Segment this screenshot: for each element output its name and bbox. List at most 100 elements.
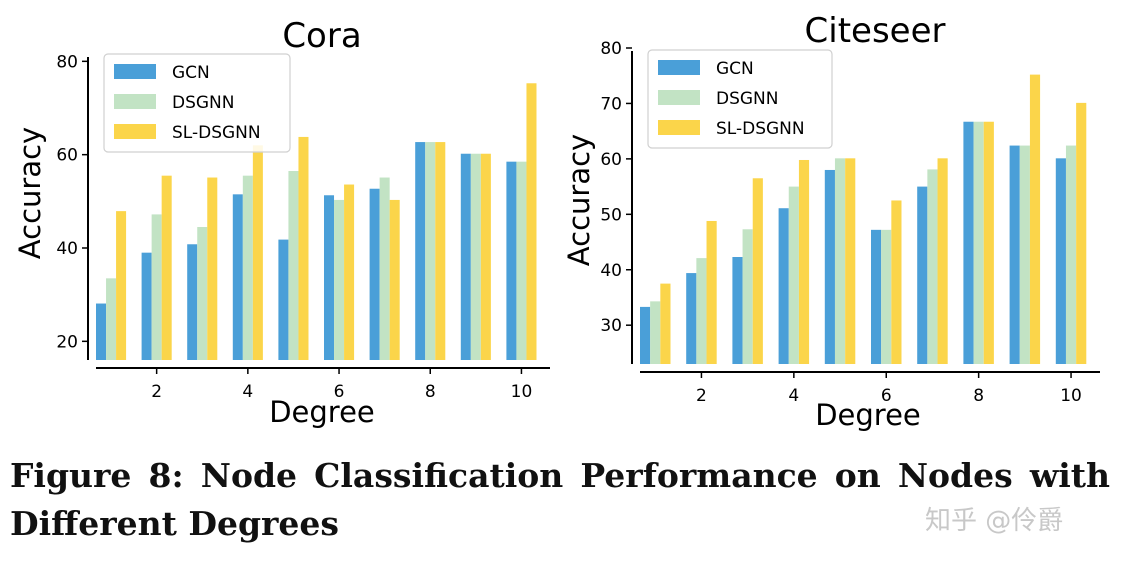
bar-sl-dsgnn-degree-5 bbox=[298, 136, 309, 360]
bar-gcn-degree-8 bbox=[963, 121, 974, 364]
cora-chart: 20 40 60 80 2 4 6 8 10 Cora Degree Accuracy GCN DSGNN… bbox=[13, 16, 550, 429]
bar-dsgnn-degree-6 bbox=[881, 229, 892, 364]
bar-sl-dsgnn-degree-7 bbox=[937, 158, 948, 364]
x-tick-label: 4 bbox=[242, 382, 253, 402]
bar-dsgnn-degree-3 bbox=[197, 227, 208, 360]
bar-dsgnn-degree-4 bbox=[242, 175, 253, 360]
bar-sl-dsgnn-degree-6 bbox=[891, 200, 902, 364]
legend-label-dsgnn: DSGNN bbox=[716, 89, 779, 109]
bar-sl-dsgnn-degree-7 bbox=[389, 199, 400, 360]
bar-gcn-degree-8 bbox=[415, 142, 426, 360]
bar-gcn-degree-10 bbox=[1055, 158, 1066, 364]
bar-gcn-degree-2 bbox=[686, 273, 697, 364]
legend-label-sl-dsgnn: SL-DSGNN bbox=[716, 119, 805, 139]
legend-swatch-gcn bbox=[114, 64, 156, 79]
legend-label-sl-dsgnn: SL-DSGNN bbox=[172, 123, 261, 143]
x-tick-label: 10 bbox=[1060, 386, 1082, 406]
bar-dsgnn-degree-1 bbox=[650, 301, 661, 364]
bar-sl-dsgnn-degree-3 bbox=[207, 177, 218, 360]
bar-gcn-degree-5 bbox=[824, 169, 835, 364]
y-tick-label: 30 bbox=[600, 316, 622, 336]
y-tick-label: 50 bbox=[600, 205, 622, 225]
bar-dsgnn-degree-2 bbox=[151, 214, 162, 360]
x-axis-label: Degree bbox=[269, 395, 375, 429]
bar-sl-dsgnn-degree-1 bbox=[660, 283, 671, 364]
bar-gcn-degree-5 bbox=[278, 239, 289, 360]
bar-sl-dsgnn-degree-10 bbox=[1076, 102, 1087, 364]
y-tick-label: 40 bbox=[600, 261, 622, 281]
bar-sl-dsgnn-degree-3 bbox=[752, 178, 763, 364]
figure-caption: Figure 8: Node Classification Performanc… bbox=[10, 456, 1110, 543]
legend-swatch-sl-dsgnn bbox=[658, 120, 700, 135]
bar-dsgnn-degree-8 bbox=[973, 121, 984, 364]
legend-swatch-gcn bbox=[658, 60, 700, 75]
bar-sl-dsgnn-degree-8 bbox=[435, 142, 446, 360]
bar-dsgnn-degree-5 bbox=[288, 171, 299, 360]
bar-dsgnn-degree-7 bbox=[927, 169, 938, 364]
y-tick-label: 80 bbox=[56, 52, 78, 72]
bar-gcn-degree-10 bbox=[506, 161, 517, 360]
bar-sl-dsgnn-degree-8 bbox=[983, 121, 994, 364]
chart-title: Citeseer bbox=[805, 11, 946, 51]
bar-gcn-degree-3 bbox=[187, 244, 198, 360]
y-tick-label: 20 bbox=[56, 332, 78, 352]
bar-dsgnn-degree-9 bbox=[1019, 145, 1030, 364]
citeseer-chart: 30 40 50 60 70 80 2 4 6 8 10 Citeseer Degree Accuracy… bbox=[562, 11, 1100, 432]
y-tick-label: 80 bbox=[600, 39, 622, 59]
bar-sl-dsgnn-degree-2 bbox=[161, 175, 172, 360]
bar-sl-dsgnn-degree-1 bbox=[116, 211, 127, 360]
x-tick-label: 8 bbox=[973, 386, 984, 406]
bar-sl-dsgnn-degree-6 bbox=[344, 184, 355, 360]
x-tick-label: 4 bbox=[788, 386, 799, 406]
legend: GCN DSGNN SL-DSGNN bbox=[103, 53, 291, 153]
x-tick-label: 2 bbox=[151, 382, 162, 402]
bar-gcn-degree-2 bbox=[141, 252, 152, 360]
bar-gcn-degree-6 bbox=[324, 195, 335, 360]
legend-label-gcn: GCN bbox=[716, 59, 754, 79]
bar-dsgnn-degree-8 bbox=[425, 142, 436, 360]
bar-dsgnn-degree-1 bbox=[106, 278, 117, 360]
bar-sl-dsgnn-degree-9 bbox=[1029, 74, 1041, 365]
bar-dsgnn-degree-2 bbox=[696, 258, 707, 364]
bar-sl-dsgnn-degree-4 bbox=[798, 159, 810, 364]
bar-gcn-degree-9 bbox=[1009, 145, 1020, 364]
bar-gcn-degree-9 bbox=[460, 153, 471, 360]
bar-dsgnn-degree-6 bbox=[334, 199, 345, 360]
bar-sl-dsgnn-degree-2 bbox=[706, 220, 717, 364]
x-axis-label: Degree bbox=[815, 398, 921, 432]
y-tick-label: 60 bbox=[600, 150, 622, 170]
y-tick-label: 70 bbox=[600, 94, 622, 114]
chart-title: Cora bbox=[282, 16, 361, 56]
x-tick-label: 2 bbox=[696, 386, 707, 406]
y-tick-label: 60 bbox=[56, 146, 78, 166]
bar-gcn-degree-4 bbox=[778, 208, 789, 364]
x-tick-label: 8 bbox=[425, 382, 436, 402]
watermark: 知乎 @伶爵 bbox=[925, 506, 1064, 536]
bar-dsgnn-degree-10 bbox=[1065, 145, 1077, 364]
bar-dsgnn-degree-9 bbox=[470, 153, 481, 360]
legend-swatch-sl-dsgnn bbox=[114, 124, 156, 139]
figure: 20 40 60 80 2 4 6 8 10 Cora Degree Accuracy GCN DSGNN… bbox=[13, 11, 1100, 432]
bar-sl-dsgnn-degree-9 bbox=[480, 153, 491, 360]
bar-dsgnn-degree-7 bbox=[379, 177, 390, 360]
bar-gcn-degree-6 bbox=[871, 229, 882, 364]
legend-label-dsgnn: DSGNN bbox=[172, 93, 235, 113]
bar-sl-dsgnn-degree-4 bbox=[252, 145, 263, 360]
x-tick-label: 6 bbox=[334, 382, 345, 402]
bar-gcn-degree-3 bbox=[732, 257, 743, 364]
bar-sl-dsgnn-degree-5 bbox=[845, 158, 856, 364]
bar-gcn-degree-4 bbox=[232, 194, 243, 360]
y-axis-label: Accuracy bbox=[562, 134, 596, 266]
y-axis-label: Accuracy bbox=[13, 127, 47, 259]
bar-sl-dsgnn-degree-10 bbox=[526, 83, 537, 361]
bar-gcn-degree-7 bbox=[369, 188, 380, 360]
bar-gcn-degree-7 bbox=[917, 186, 928, 364]
bar-dsgnn-degree-10 bbox=[516, 161, 527, 360]
legend-swatch-dsgnn bbox=[658, 90, 700, 105]
bar-gcn-degree-1 bbox=[96, 303, 107, 360]
bar-dsgnn-degree-4 bbox=[788, 186, 799, 364]
legend-swatch-dsgnn bbox=[114, 94, 156, 109]
x-tick-label: 10 bbox=[511, 382, 533, 402]
y-tick-label: 40 bbox=[56, 239, 78, 259]
legend-label-gcn: GCN bbox=[172, 63, 210, 83]
